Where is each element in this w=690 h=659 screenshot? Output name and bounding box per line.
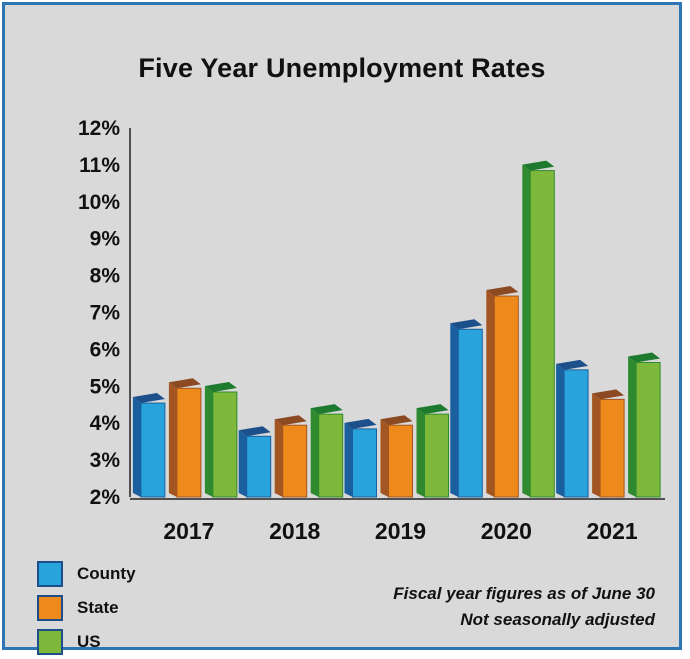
bar-front [424, 413, 449, 498]
bar-front [493, 295, 519, 498]
bar-side [486, 290, 495, 497]
bar-front [599, 398, 625, 498]
bar-side [522, 164, 531, 497]
bar-state-2021 [592, 389, 625, 498]
bar-front [176, 387, 202, 498]
chart-title: Five Year Unemployment Rates [138, 53, 546, 83]
y-tick-label: 8% [90, 265, 121, 288]
bar-top [380, 415, 413, 426]
y-tick-label: 3% [90, 449, 121, 472]
bar-top [486, 286, 519, 297]
y-tick-label: 5% [90, 375, 121, 398]
bar-front [529, 170, 555, 498]
bar-county-2021 [556, 359, 589, 498]
y-axis: 2% 3% 4% 5% 6% 7% 8% 9% 10% 11% 12% [78, 117, 131, 509]
bar-side [450, 323, 459, 497]
x-tick-label: 2019 [375, 518, 426, 544]
bar-side [132, 397, 141, 497]
bar-state-2019 [380, 415, 413, 498]
bar-side [238, 430, 247, 497]
bar-us-2021 [628, 352, 661, 498]
y-tick-label: 6% [90, 338, 121, 361]
bar-front [318, 413, 344, 498]
bar-front [457, 328, 483, 498]
bar-top [168, 378, 201, 389]
bar-top [556, 359, 589, 370]
y-tick-label: 2% [90, 486, 121, 509]
bar-side [380, 419, 389, 497]
x-tick-label: 2020 [481, 518, 532, 544]
bar-top [450, 319, 483, 330]
bar-front [282, 424, 308, 498]
legend-item-us: US [37, 625, 136, 659]
bar-state-2020 [486, 286, 519, 498]
chart-panel: Five Year Unemployment Rates 2% 3% 4% 5% 6% 7… [2, 2, 682, 655]
bar-top [132, 393, 165, 404]
bar-side [310, 408, 319, 497]
footnote: Fiscal year figures as of June 30 Not se… [393, 581, 655, 633]
bar-top [238, 426, 271, 437]
legend-item-county: County [37, 557, 136, 591]
bar-top [628, 352, 661, 363]
bar-side [556, 363, 565, 497]
legend: County State US [37, 557, 136, 659]
legend-swatch-us [37, 629, 63, 655]
bar-top [274, 415, 307, 426]
bar-side [416, 408, 425, 497]
bar-county-2017 [132, 393, 166, 498]
x-tick-label: 2017 [163, 518, 214, 544]
bar-us-2020 [522, 160, 555, 498]
bar-state-2017 [168, 378, 202, 498]
legend-swatch-state [37, 595, 63, 621]
bar-side [168, 382, 177, 497]
bar-side [344, 422, 353, 497]
footnote-line-2: Not seasonally adjusted [460, 610, 655, 629]
bar-side [274, 419, 283, 497]
bar-top [204, 381, 237, 392]
bar-us-2017 [204, 381, 238, 498]
bar-top [592, 389, 625, 400]
y-tick-label: 12% [78, 117, 120, 140]
bar-top [522, 160, 555, 171]
x-tick-label: 2021 [587, 518, 638, 544]
y-tick-label: 11% [79, 154, 120, 177]
legend-label-state: State [77, 598, 119, 617]
bar-front [352, 428, 377, 498]
bar-top [344, 418, 377, 429]
footnote-line-1: Fiscal year figures as of June 30 [393, 584, 655, 603]
bar-us-2019 [416, 404, 449, 498]
bar-front [635, 361, 661, 498]
bar-front [246, 435, 272, 498]
bar-front [563, 369, 589, 498]
bar-side [628, 356, 637, 497]
bar-county-2019 [344, 418, 377, 498]
legend-item-state: State [37, 591, 136, 625]
x-tick-label: 2018 [269, 518, 320, 544]
bar-front [388, 424, 413, 498]
bar-front [212, 391, 238, 498]
bar-state-2018 [274, 415, 308, 498]
legend-swatch-county [37, 561, 63, 587]
bar-top [416, 404, 449, 415]
bar-chart: 2%3%4%5%6%7%8%9%10%11%12% 2017 2018 2019 20… [78, 117, 665, 544]
bar-front [140, 402, 166, 498]
bars [132, 160, 661, 498]
bar-side [204, 385, 213, 497]
bar-county-2018 [238, 426, 272, 498]
bar-top [310, 404, 343, 415]
bar-county-2020 [450, 319, 483, 498]
bar-us-2018 [310, 404, 344, 498]
bar-side [592, 393, 601, 497]
y-tick-label: 7% [90, 302, 121, 325]
legend-label-us: US [77, 632, 101, 651]
y-tick-label: 9% [90, 228, 121, 251]
y-tick-label: 10% [78, 191, 120, 214]
x-axis: 2017 2018 2019 2020 2021 [130, 498, 665, 544]
legend-label-county: County [77, 564, 136, 583]
y-tick-label: 4% [90, 412, 121, 435]
